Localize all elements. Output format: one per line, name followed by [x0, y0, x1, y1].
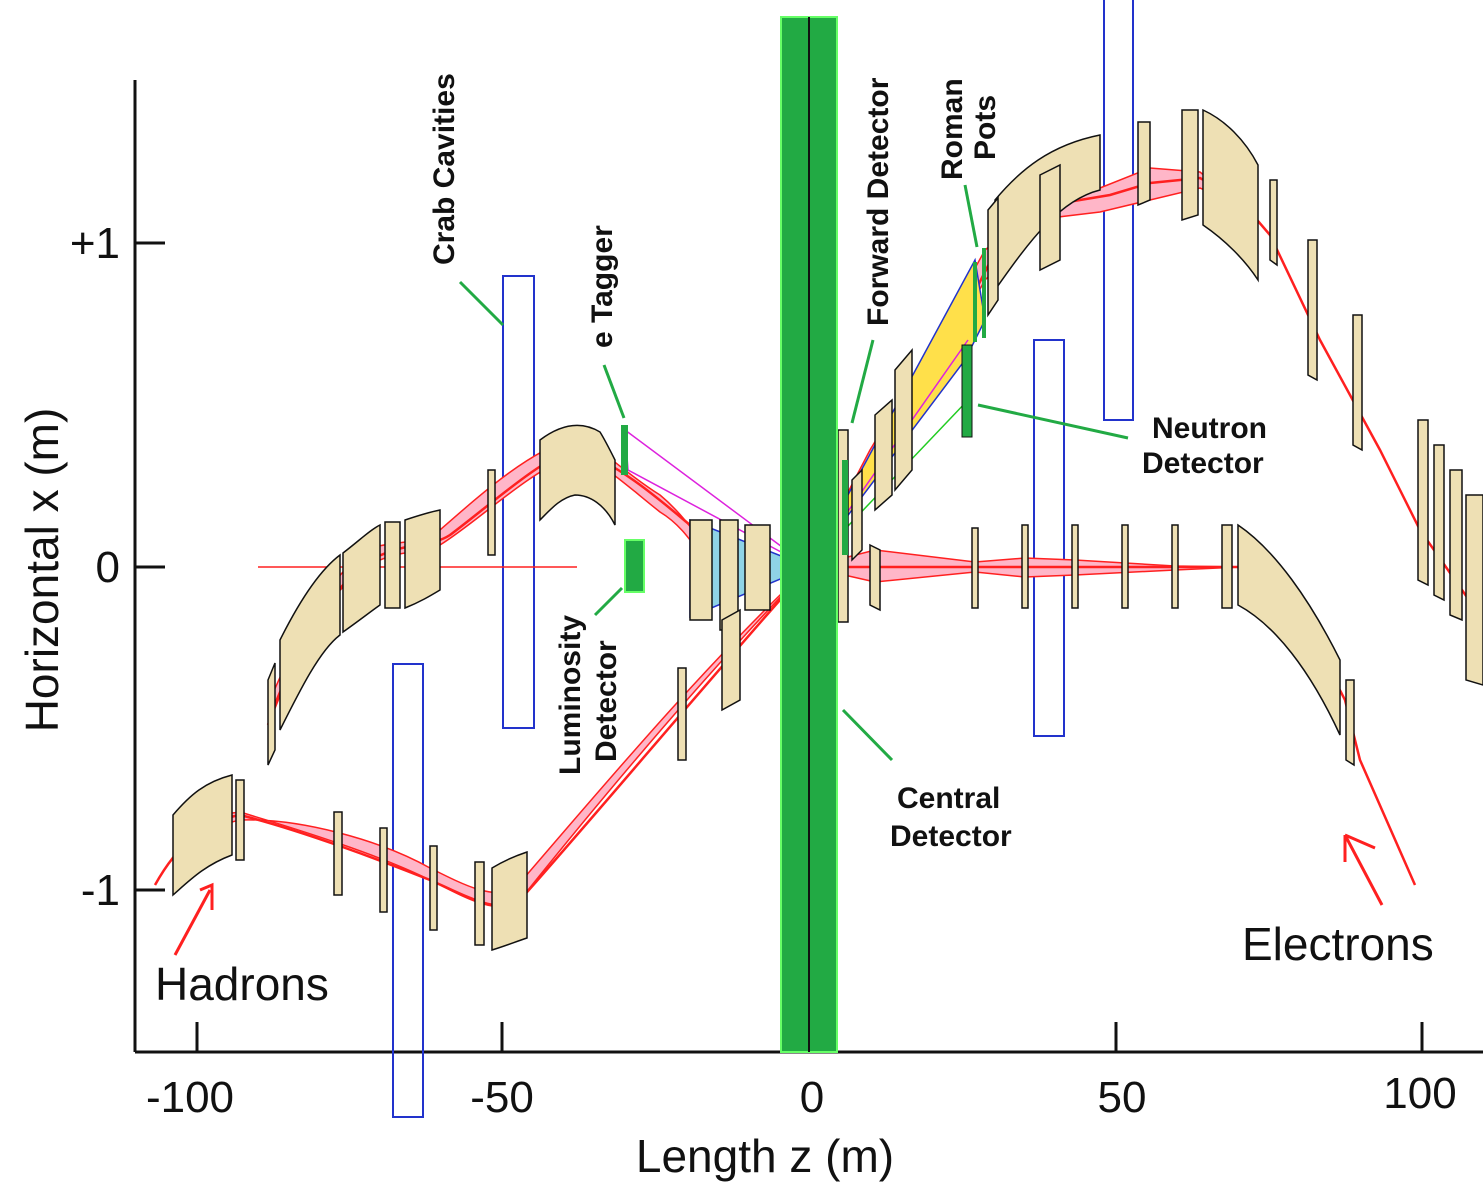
magnet-electron-6: [474, 861, 485, 946]
magnet-electron-right-1: [1345, 679, 1355, 767]
label-e-tagger: e Tagger: [586, 225, 619, 348]
leader-forward-detector: [850, 339, 875, 424]
magnet-top-1: [1137, 121, 1151, 207]
leader-neutron: [977, 403, 1129, 440]
etagger-detector: [621, 425, 628, 475]
magnet-electron-fwd-7: [1221, 524, 1233, 609]
magnet-electron-fwd-4: [1071, 524, 1079, 609]
y-tick-label-minus1: -1: [81, 866, 120, 915]
label-luminosity-detector: Detector: [590, 640, 623, 762]
label-central: Central: [897, 782, 1000, 815]
leader-luminosity: [593, 586, 624, 617]
electron-arrow: [1343, 833, 1384, 906]
y-axis-title: Horizontal x (m): [16, 408, 68, 733]
x-tick-label-m100: -100: [146, 1073, 234, 1122]
magnets: [172, 108, 1483, 952]
x-tick-label-50: 50: [1098, 1073, 1147, 1122]
magnet-forward-6: [1039, 163, 1061, 272]
magnet-right-2: [1352, 314, 1363, 452]
label-neutron-detector: Detector: [1142, 447, 1264, 480]
leader-e-tagger: [602, 364, 626, 419]
magnet-hadron-arc-5: [404, 509, 441, 610]
magnet-electron-fwd-6: [1171, 524, 1179, 609]
leader-central: [841, 708, 894, 762]
magnet-electron-3: [333, 811, 343, 896]
roman-pot-1: [973, 262, 977, 342]
magnet-forward-4: [894, 347, 913, 493]
detectors: [621, 16, 986, 1053]
x-tick-label-100: 100: [1383, 1069, 1456, 1118]
x-axis-title: Length z (m): [636, 1130, 894, 1182]
roman-pot-2: [982, 248, 986, 338]
magnet-electron-7: [491, 850, 528, 952]
magnet-hadron-big: [539, 424, 616, 526]
magnet-lumi-3: [744, 524, 771, 611]
crab-cavity-right-rect: [1033, 339, 1065, 737]
leader-crab-cavities: [458, 280, 505, 327]
magnet-electron-fwd-1: [869, 543, 881, 612]
magnet-electron-arc-right: [1237, 523, 1341, 736]
neutron-detector: [961, 344, 973, 438]
magnet-right-3: [1417, 419, 1429, 587]
magnet-hadron-arc-4: [384, 521, 401, 609]
magnet-hadron-arc-1: [267, 662, 276, 766]
label-hadrons: Hadrons: [155, 958, 329, 1010]
label-neutron: Neutron: [1152, 412, 1267, 445]
magnet-hadron-arc-2: [279, 553, 341, 731]
leader-roman-pots: [963, 184, 979, 248]
magnet-lumi-1: [689, 519, 713, 621]
magnet-right-1: [1307, 239, 1318, 382]
x-tick-label-m50: -50: [470, 1073, 534, 1122]
magnet-top-2: [1181, 109, 1199, 222]
magnet-top-3: [1269, 179, 1278, 267]
crab-cavity-electron-rect: [392, 663, 424, 1118]
magnet-hadron-1: [487, 469, 496, 556]
magnet-right-6: [1465, 494, 1483, 686]
label-electrons: Electrons: [1242, 918, 1434, 970]
label-pots: Pots: [969, 95, 1002, 160]
luminosity-detector: [624, 539, 645, 593]
crab-cavity-hadron-rect: [502, 275, 535, 729]
magnet-right-4: [1433, 444, 1445, 602]
label-crab-cavities: Crab Cavities: [428, 73, 461, 265]
magnet-electron-arc-1: [172, 774, 233, 897]
crab-cavities: [392, 0, 1134, 1118]
label-forward-detector: Forward Detector: [862, 77, 895, 326]
magnet-electron-5: [429, 845, 438, 931]
label-central-detector: Detector: [890, 820, 1012, 853]
magnet-forward-5: [987, 195, 999, 318]
forward-detector-element: [842, 460, 848, 555]
magnet-forward-2: [851, 468, 863, 562]
leader-lines: [458, 184, 1129, 762]
label-luminosity: Luminosity: [554, 615, 587, 775]
y-tick-label-0: 0: [96, 543, 120, 592]
hadron-arrow: [173, 882, 214, 956]
magnet-electron-1: [721, 608, 741, 712]
magnet-forward-3: [874, 398, 893, 512]
x-tick-label-0: 0: [800, 1073, 824, 1122]
magnet-electron-fwd-3: [1021, 524, 1029, 609]
label-roman: Roman: [936, 78, 969, 180]
magnet-hadron-arc-3: [342, 523, 381, 634]
magnet-top-arc: [1202, 108, 1259, 283]
magnet-electron-arc-2: [235, 779, 245, 861]
magnet-right-5: [1449, 469, 1463, 622]
y-tick-label-plus1: +1: [70, 219, 120, 268]
magnet-electron-4: [379, 827, 388, 913]
magnet-electron-fwd-5: [1121, 524, 1129, 609]
magnet-electron-2: [677, 667, 687, 761]
magnet-electron-fwd-2: [971, 527, 979, 609]
